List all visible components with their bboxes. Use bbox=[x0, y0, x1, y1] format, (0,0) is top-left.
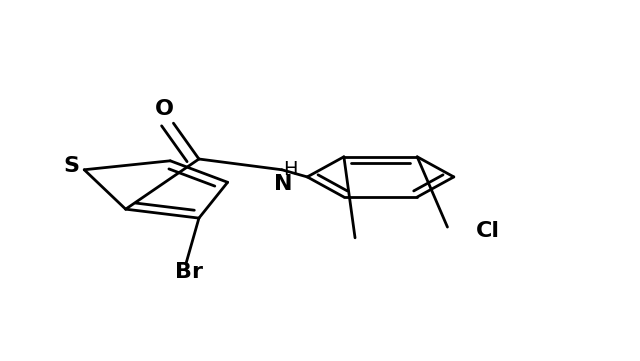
Text: O: O bbox=[154, 99, 173, 119]
Text: S: S bbox=[63, 156, 79, 176]
Text: Br: Br bbox=[175, 262, 204, 282]
Text: N: N bbox=[275, 174, 293, 194]
Text: H: H bbox=[283, 160, 298, 179]
Text: Cl: Cl bbox=[476, 221, 500, 241]
